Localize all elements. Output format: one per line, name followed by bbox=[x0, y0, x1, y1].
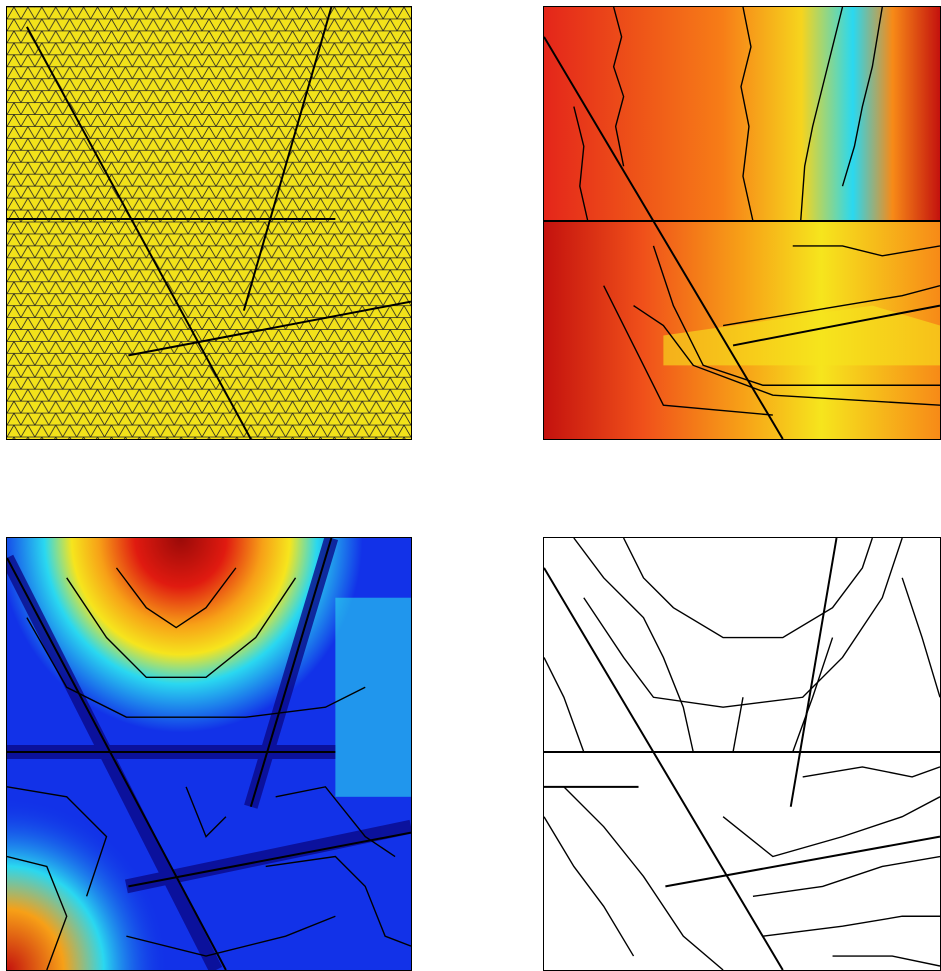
contour-lines bbox=[573, 7, 940, 416]
contour-lines-only bbox=[544, 538, 940, 970]
fracture-low bbox=[128, 300, 411, 357]
fracture-steep bbox=[242, 7, 333, 311]
right-band bbox=[335, 597, 411, 797]
fracture-diagonal bbox=[26, 26, 252, 439]
field-panel-cool bbox=[6, 537, 412, 971]
contour-plot bbox=[544, 538, 940, 970]
contour-lines-cool bbox=[7, 567, 411, 970]
mesh-plot bbox=[7, 7, 411, 439]
field-panel-warm bbox=[543, 6, 941, 440]
mesh-fill bbox=[7, 7, 411, 439]
cool-field-plot bbox=[7, 538, 411, 970]
yellow-band bbox=[663, 305, 940, 366]
fracture-lines-cool bbox=[7, 538, 411, 970]
fracture-lines-contour bbox=[544, 538, 940, 970]
mesh-panel bbox=[6, 6, 412, 440]
warm-field-plot bbox=[544, 7, 940, 439]
contour-panel bbox=[543, 537, 941, 971]
fracture-lines bbox=[7, 7, 411, 439]
upper-region bbox=[544, 7, 940, 222]
fracture-lines-warm bbox=[544, 36, 940, 439]
